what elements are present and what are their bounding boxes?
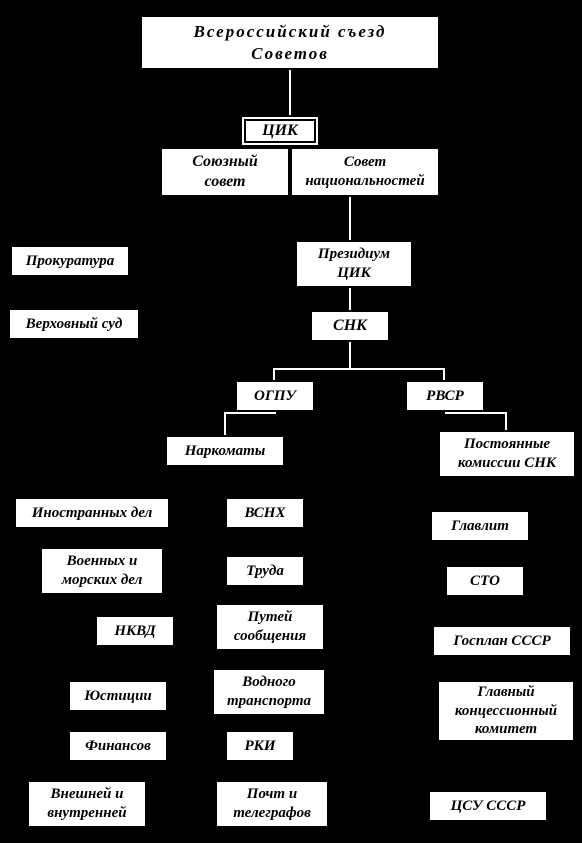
node-justice: Юстиции: [68, 680, 168, 712]
node-snk: СНК: [310, 310, 390, 342]
node-prokuratura: Прокуратура: [10, 245, 130, 277]
node-ogpu: ОГПУ: [235, 380, 315, 412]
node-cik: ЦИК: [240, 115, 320, 147]
node-water: Водноготранспорта: [212, 668, 326, 716]
node-sto: СТО: [445, 565, 525, 597]
node-putey: Путейсообщения: [215, 603, 325, 651]
node-narkomaty: Наркоматы: [165, 435, 285, 467]
connector: [273, 368, 443, 370]
node-nationalities: Советнациональностей: [290, 147, 440, 197]
node-military: Военных иморских дел: [40, 547, 164, 595]
node-glavlit: Главлит: [430, 510, 530, 542]
connector: [505, 412, 507, 430]
node-gosplan: Госплан СССР: [432, 625, 572, 657]
connector: [289, 70, 291, 115]
node-comm_snk: Постоянныекомиссии СНК: [438, 430, 576, 478]
node-rvsr: РВСР: [405, 380, 485, 412]
node-truda: Труда: [225, 555, 305, 587]
node-trade: Внешней ивнутренней: [27, 780, 147, 828]
node-presidium: ПрезидиумЦИК: [295, 240, 413, 288]
node-post: Почт ителеграфов: [215, 780, 329, 828]
node-nkvd: НКВД: [95, 615, 175, 647]
node-foreign: Иностранных дел: [14, 497, 170, 529]
connector: [349, 342, 351, 368]
node-union: Союзныйсовет: [160, 147, 290, 197]
connector: [224, 412, 276, 414]
connector: [224, 412, 226, 435]
connector: [273, 368, 275, 380]
node-concession: Главныйконцессионныйкомитет: [437, 680, 575, 742]
node-supreme_court: Верховный суд: [8, 308, 140, 340]
connector: [443, 368, 445, 380]
node-csu: ЦСУ СССР: [428, 790, 548, 822]
connector: [349, 288, 351, 310]
node-rki: РКИ: [225, 730, 295, 762]
connector: [349, 197, 351, 240]
node-finance: Финансов: [68, 730, 168, 762]
node-congress: Всероссийский съездСоветов: [140, 15, 440, 70]
node-vsnh: ВСНХ: [225, 497, 305, 529]
connector: [445, 412, 507, 414]
